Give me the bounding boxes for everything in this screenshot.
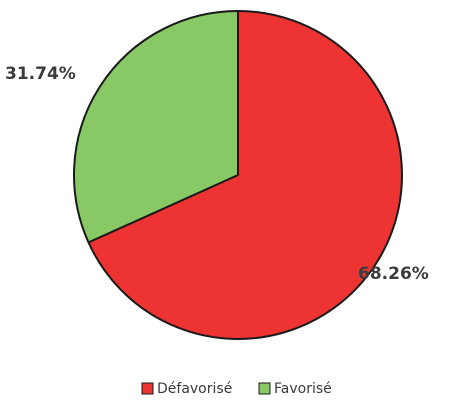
pie-slice-defavorise: [87, 10, 403, 340]
slice-label-defavorise: 68.26%: [358, 264, 429, 284]
pie-slices: [73, 10, 403, 340]
legend-swatch-favorise: [258, 382, 271, 395]
slice-label-favorise: 31.74%: [5, 64, 76, 84]
legend: Défavorisé Favorisé: [141, 381, 332, 397]
pie-slice-favorise: [73, 10, 239, 244]
legend-label-defavorise: Défavorisé: [157, 381, 232, 397]
legend-swatch-defavorise: [141, 382, 154, 395]
legend-label-favorise: Favorisé: [274, 381, 332, 397]
